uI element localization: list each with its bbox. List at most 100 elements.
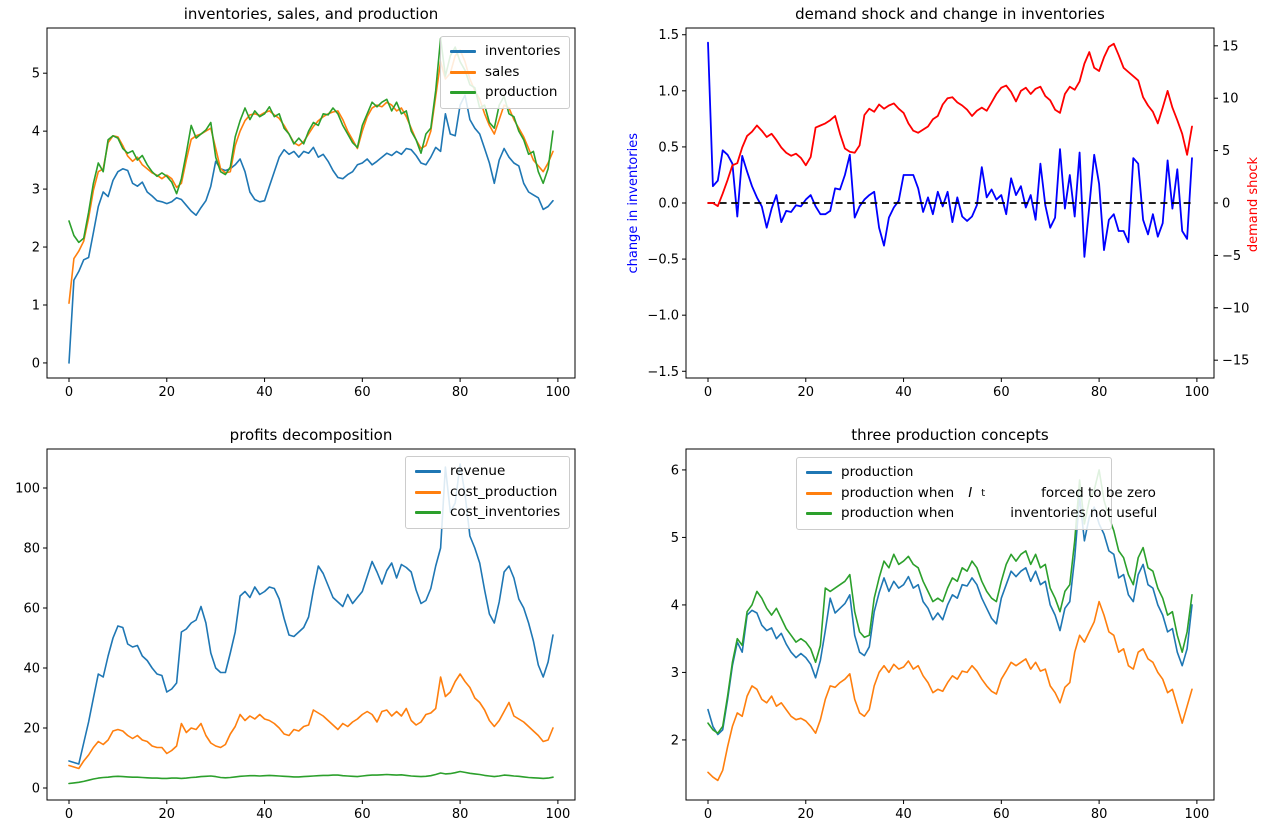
x-tick-label: 80 xyxy=(1091,385,1108,400)
legend-label: cost_inventories xyxy=(450,504,561,521)
x-tick-label: 20 xyxy=(798,807,815,822)
y-tick-label: 20 xyxy=(23,722,40,737)
legend-label: inventories xyxy=(485,43,561,59)
y-tick-label: 100 xyxy=(15,482,40,497)
legend-label: production when xyxy=(841,484,955,501)
x-tick-label: 40 xyxy=(256,385,273,400)
legend-label: sales xyxy=(485,63,520,80)
y-tick-label: 3 xyxy=(32,183,40,198)
y-right-tick-label: −15 xyxy=(1222,354,1249,369)
x-tick-label: 40 xyxy=(895,807,912,822)
y-right-tick-label: −10 xyxy=(1222,301,1249,316)
legend-profits-decomposition: revenue cost_production cost_inventories xyxy=(405,456,571,529)
chart-title-demand-shock: demand shock and change in inventories xyxy=(795,5,1105,23)
x-tick-label: 60 xyxy=(993,807,1010,822)
math-symbol-I: I xyxy=(968,484,973,501)
chart-title-inventories-sales-production: inventories, sales, and production xyxy=(183,5,439,23)
x-tick-label: 80 xyxy=(452,807,469,822)
legend-label: revenue xyxy=(450,463,506,479)
axes-border xyxy=(46,27,576,379)
series-revenue xyxy=(68,463,554,765)
x-tick-label: 40 xyxy=(256,807,273,822)
legend-label: production xyxy=(841,464,914,480)
y-tick-label: 5 xyxy=(32,67,40,82)
legend-line-swatch xyxy=(806,471,832,475)
y-tick-label: 4 xyxy=(671,598,679,613)
y-tick-label: 60 xyxy=(23,602,40,617)
x-tick-label: 60 xyxy=(354,807,371,822)
legend-line-swatch xyxy=(415,470,441,474)
chart-title-three-production-concepts: three production concepts xyxy=(851,426,1049,444)
y-right-tick-label: −5 xyxy=(1222,249,1241,264)
legend-line-swatch xyxy=(450,70,476,74)
legend-label: production when xyxy=(841,505,955,522)
y-right-tick-label: 15 xyxy=(1222,39,1239,54)
x-tick-label: 0 xyxy=(65,807,73,822)
y-tick-label: 40 xyxy=(23,662,40,677)
y-tick-label: −1.0 xyxy=(647,309,679,324)
legend-item: cost_inventories xyxy=(415,504,560,522)
legend-line-swatch xyxy=(415,490,441,494)
y-tick-label: 3 xyxy=(671,666,679,681)
legend-item: production xyxy=(450,84,560,102)
y-tick-label: 0 xyxy=(32,782,40,797)
legend-line-swatch xyxy=(806,512,832,516)
x-tick-label: 60 xyxy=(993,385,1010,400)
y-tick-label: 0.0 xyxy=(658,197,679,212)
math-subscript-t: t xyxy=(981,487,986,499)
legend-line-swatch xyxy=(415,511,441,515)
series-production when I_t forced to be zero xyxy=(707,600,1193,782)
series-inventories xyxy=(68,94,554,364)
y-tick-label: 80 xyxy=(23,542,40,557)
y-tick-label: 4 xyxy=(32,125,40,140)
legend-line-swatch xyxy=(806,491,832,495)
y-right-tick-label: 0 xyxy=(1222,197,1230,212)
x-tick-label: 0 xyxy=(704,807,712,822)
y-tick-label: 1.0 xyxy=(658,84,679,99)
legend-item: sales xyxy=(450,64,560,82)
axes-border xyxy=(685,448,1215,801)
x-tick-label: 100 xyxy=(545,807,570,822)
legend-line-swatch xyxy=(450,50,476,54)
x-tick-label: 20 xyxy=(159,385,176,400)
x-tick-label: 100 xyxy=(1184,385,1209,400)
y-tick-label: 0 xyxy=(32,356,40,371)
legend-item: production xyxy=(806,464,1102,482)
x-tick-label: 80 xyxy=(1091,807,1108,822)
legend-item: inventories xyxy=(450,43,560,61)
chart-title-profits-decomposition: profits decomposition xyxy=(229,426,393,444)
y-tick-label: 1.5 xyxy=(658,28,679,43)
y-tick-label: 2 xyxy=(32,241,40,256)
x-tick-label: 0 xyxy=(65,385,73,400)
y-tick-label: 6 xyxy=(671,463,679,478)
legend-label: cost_production xyxy=(450,483,558,500)
legend-label: inventories not useful xyxy=(1010,505,1158,522)
y-tick-label: 5 xyxy=(671,531,679,546)
legend-label: forced to be zero xyxy=(1041,484,1156,501)
y-tick-label: −1.5 xyxy=(647,365,679,380)
y-tick-label: 2 xyxy=(671,733,679,748)
legend-line-swatch xyxy=(450,91,476,95)
y-tick-label: 0.5 xyxy=(658,140,679,155)
x-tick-label: 100 xyxy=(545,385,570,400)
x-tick-label: 60 xyxy=(354,385,371,400)
series-change in inventories xyxy=(707,41,1193,258)
x-tick-label: 100 xyxy=(1184,807,1209,822)
series-demand shock xyxy=(707,42,1193,208)
legend-item: revenue xyxy=(415,463,560,481)
legend-label: production xyxy=(485,84,558,101)
y-tick-label: 1 xyxy=(32,298,40,313)
legend-item: production when inventories not useful xyxy=(806,505,1157,523)
x-tick-label: 0 xyxy=(704,385,712,400)
x-tick-label: 80 xyxy=(452,385,469,400)
x-tick-label: 40 xyxy=(895,385,912,400)
legend-item: cost_production xyxy=(415,484,560,502)
y-right-tick-label: 10 xyxy=(1222,92,1239,107)
